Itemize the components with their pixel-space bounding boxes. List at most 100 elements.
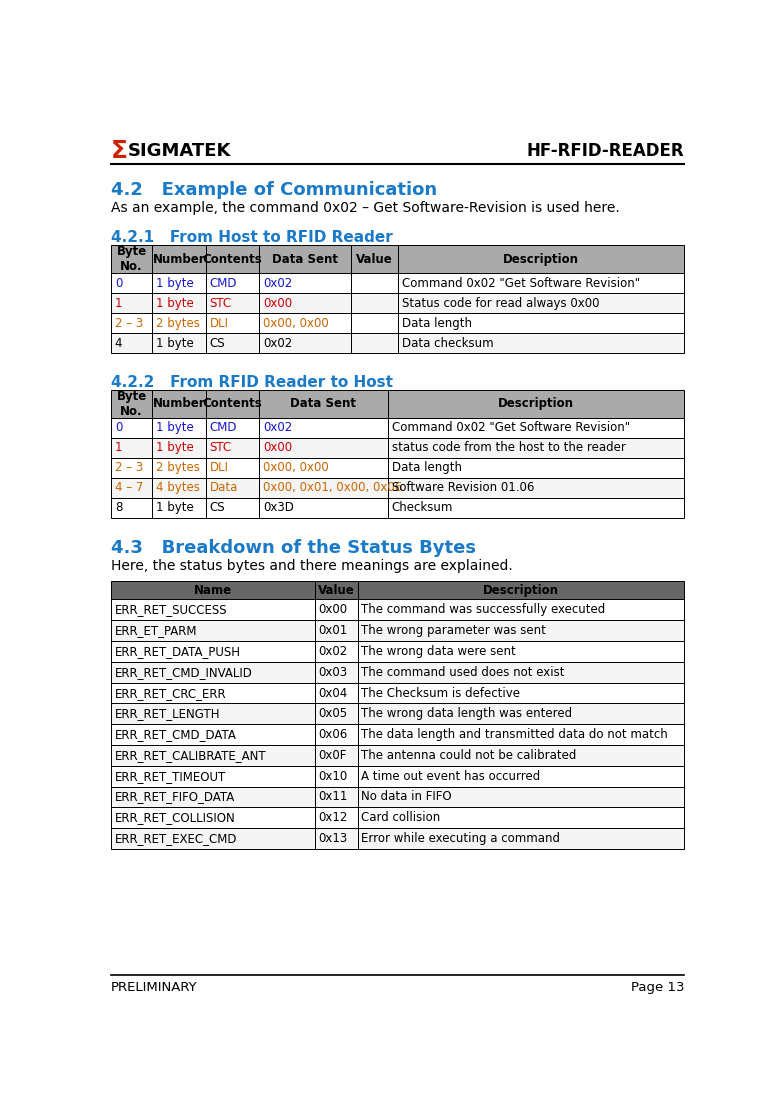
Text: 0x13: 0x13 [318, 832, 348, 846]
Bar [314, 766, 358, 786]
Text: DLI: DLI [210, 317, 228, 329]
Text: ERR_RET_LENGTH: ERR_RET_LENGTH [115, 708, 220, 720]
Bar [397, 312, 684, 333]
Text: HF-RFID-READER: HF-RFID-READER [527, 142, 684, 160]
Bar [152, 293, 206, 312]
Bar [397, 273, 684, 293]
Bar [397, 293, 684, 312]
Bar [314, 662, 358, 682]
Bar [358, 662, 684, 682]
Bar [111, 497, 152, 517]
Bar [206, 478, 259, 497]
Bar [152, 458, 206, 478]
Text: 0x00: 0x00 [318, 604, 348, 616]
Text: STC: STC [210, 297, 231, 309]
Bar [111, 458, 152, 478]
Bar [152, 312, 206, 333]
Text: 0x03: 0x03 [318, 665, 348, 679]
Text: Data length: Data length [392, 461, 462, 474]
Text: 1 byte: 1 byte [156, 337, 194, 349]
Bar [206, 458, 259, 478]
Text: ERR_RET_EXEC_CMD: ERR_RET_EXEC_CMD [115, 832, 237, 846]
Text: Error while executing a command: Error while executing a command [362, 832, 560, 846]
Bar [259, 458, 388, 478]
Text: 4.2   Example of Communication: 4.2 Example of Communication [111, 180, 437, 198]
Bar [111, 703, 314, 725]
Bar [314, 808, 358, 828]
Text: Data: Data [210, 482, 237, 494]
Text: Byte
No.: Byte No. [116, 390, 147, 418]
Text: 2 – 3: 2 – 3 [115, 461, 143, 474]
Bar [111, 273, 152, 293]
Text: ERR_RET_SUCCESS: ERR_RET_SUCCESS [115, 604, 227, 616]
Text: Command 0x02 "Get Software Revision": Command 0x02 "Get Software Revision" [392, 421, 630, 435]
Text: Number: Number [153, 398, 205, 410]
Bar [259, 293, 351, 312]
Bar [259, 312, 351, 333]
Bar [358, 745, 684, 766]
Bar [111, 333, 152, 353]
Bar [111, 245, 152, 273]
Text: Page 13: Page 13 [631, 981, 684, 995]
Text: CS: CS [210, 337, 225, 349]
Bar [206, 418, 259, 438]
Bar [111, 745, 314, 766]
Bar [111, 662, 314, 682]
Bar [152, 438, 206, 458]
Text: SIGMATEK: SIGMATEK [128, 142, 231, 160]
Text: 1 byte: 1 byte [156, 502, 194, 514]
Text: The command used does not exist: The command used does not exist [362, 665, 565, 679]
Text: 1: 1 [115, 441, 123, 455]
Text: Description: Description [503, 253, 579, 265]
Text: The data length and transmitted data do not match: The data length and transmitted data do … [362, 728, 668, 741]
Bar [259, 478, 388, 497]
Text: 0x02: 0x02 [263, 277, 292, 289]
Text: Contents: Contents [203, 398, 262, 410]
Text: CMD: CMD [210, 277, 237, 289]
Text: Data Sent: Data Sent [290, 398, 356, 410]
Bar [206, 312, 259, 333]
Bar [111, 390, 152, 418]
Bar [388, 390, 684, 418]
Bar [314, 620, 358, 641]
Bar [206, 497, 259, 517]
Text: 0x05: 0x05 [318, 708, 348, 720]
Text: 1 byte: 1 byte [156, 277, 194, 289]
Bar [152, 497, 206, 517]
Text: Here, the status bytes and there meanings are explained.: Here, the status bytes and there meaning… [111, 560, 513, 573]
Text: 4.3   Breakdown of the Status Bytes: 4.3 Breakdown of the Status Bytes [111, 540, 476, 558]
Text: Data length: Data length [401, 317, 472, 329]
Bar [111, 808, 314, 828]
Text: 4.2.1   From Host to RFID Reader: 4.2.1 From Host to RFID Reader [111, 230, 393, 245]
Bar [259, 497, 388, 517]
Bar [388, 478, 684, 497]
Bar [388, 458, 684, 478]
Bar [259, 390, 388, 418]
Bar [358, 599, 684, 620]
Text: STC: STC [210, 441, 231, 455]
Bar [206, 438, 259, 458]
Bar [111, 766, 314, 786]
Bar [206, 273, 259, 293]
Bar [259, 245, 351, 273]
Text: 0: 0 [115, 421, 122, 435]
Text: No data in FIFO: No data in FIFO [362, 791, 452, 803]
Text: 0x01: 0x01 [318, 624, 348, 637]
Text: 0x06: 0x06 [318, 728, 348, 741]
Bar [314, 682, 358, 703]
Bar [111, 478, 152, 497]
Text: PRELIMINARY: PRELIMINARY [111, 981, 198, 995]
Bar [111, 828, 314, 849]
Bar [358, 766, 684, 786]
Text: 2 bytes: 2 bytes [156, 317, 200, 329]
Text: 0x00, 0x00: 0x00, 0x00 [263, 317, 328, 329]
Text: ERR_RET_DATA_PUSH: ERR_RET_DATA_PUSH [115, 645, 241, 657]
Bar [358, 725, 684, 745]
Text: 0x3D: 0x3D [263, 502, 293, 514]
Text: Name: Name [194, 584, 232, 597]
Text: ERR_RET_TIMEOUT: ERR_RET_TIMEOUT [115, 769, 226, 783]
Bar [152, 245, 206, 273]
Bar [388, 418, 684, 438]
Bar [152, 273, 206, 293]
Text: The wrong parameter was sent: The wrong parameter was sent [362, 624, 546, 637]
